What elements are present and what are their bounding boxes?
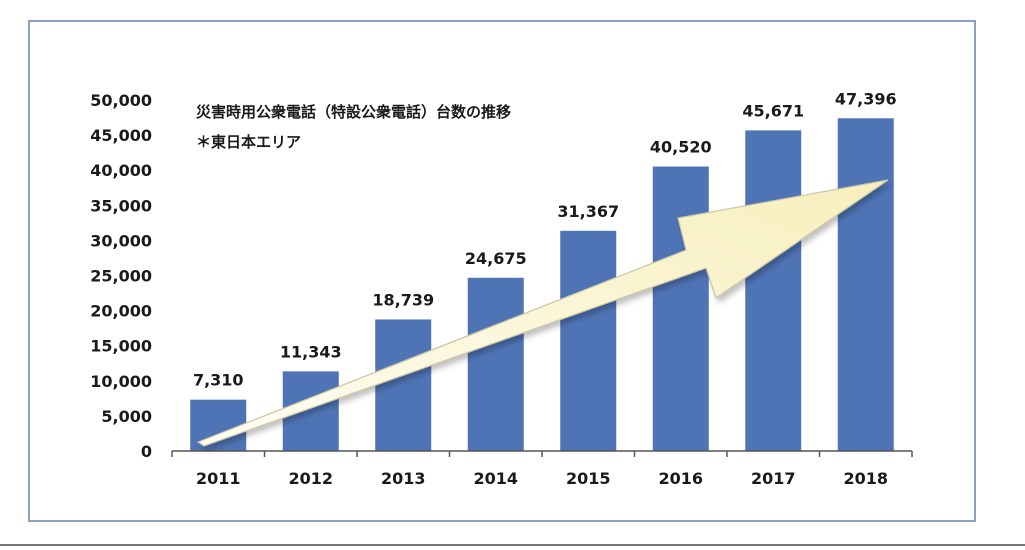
x-tick-label-2013: 2013 xyxy=(381,469,426,488)
data-label-2011: 7,310 xyxy=(193,371,244,390)
bar-2013 xyxy=(375,319,432,451)
x-tick-label-2017: 2017 xyxy=(751,469,796,488)
x-tick-label-2018: 2018 xyxy=(843,469,888,488)
data-labels: 7,310 11,343 18,739 24,675 31,367 40,520 45,67… xyxy=(193,89,897,389)
x-tick-label-2014: 2014 xyxy=(473,469,518,488)
data-label-2012: 11,343 xyxy=(280,342,342,361)
trend-arrow xyxy=(196,179,889,447)
x-tick-label-2016: 2016 xyxy=(658,469,703,488)
x-tick-label-2015: 2015 xyxy=(566,469,611,488)
chart-title: 災害時用公衆電話（特設公衆電話）台数の推移 xyxy=(196,103,511,121)
y-tick-label: 45,000 xyxy=(90,126,152,145)
bar-2016 xyxy=(652,166,709,451)
y-axis-tick-labels: 0 5,000 10,000 15,000 20,000 25,000 30,000 35,0… xyxy=(90,91,152,461)
x-axis-ticks xyxy=(171,451,913,457)
y-tick-label: 50,000 xyxy=(90,91,152,110)
y-tick-label: 0 xyxy=(141,442,152,461)
data-label-2018: 47,396 xyxy=(835,89,897,108)
y-tick-label: 15,000 xyxy=(90,337,152,356)
y-tick-label: 10,000 xyxy=(90,372,152,391)
data-label-2017: 45,671 xyxy=(742,101,804,120)
chart-subtitle: ＊東日本エリア xyxy=(196,133,301,151)
bar-2014 xyxy=(467,277,524,451)
x-axis-tick-labels: 2011 2012 2013 2014 2015 2016 2017 2018 xyxy=(196,469,888,488)
y-tick-label: 30,000 xyxy=(90,231,152,250)
data-label-2013: 18,739 xyxy=(372,290,434,309)
x-tick-label-2012: 2012 xyxy=(288,469,333,488)
bar-2018 xyxy=(837,118,894,451)
y-tick-label: 5,000 xyxy=(101,407,152,426)
data-label-2016: 40,520 xyxy=(650,138,712,157)
bar-2011 xyxy=(190,399,247,451)
bar-2015 xyxy=(560,230,617,451)
y-tick-label: 20,000 xyxy=(90,302,152,321)
y-tick-label: 35,000 xyxy=(90,196,152,215)
bottom-divider xyxy=(0,544,1025,546)
data-label-2014: 24,675 xyxy=(465,249,527,268)
y-tick-label: 40,000 xyxy=(90,161,152,180)
data-label-2015: 31,367 xyxy=(557,202,619,221)
bar-2017 xyxy=(745,130,802,451)
y-tick-label: 25,000 xyxy=(90,267,152,286)
bars xyxy=(190,118,894,451)
x-tick-label-2011: 2011 xyxy=(196,469,241,488)
